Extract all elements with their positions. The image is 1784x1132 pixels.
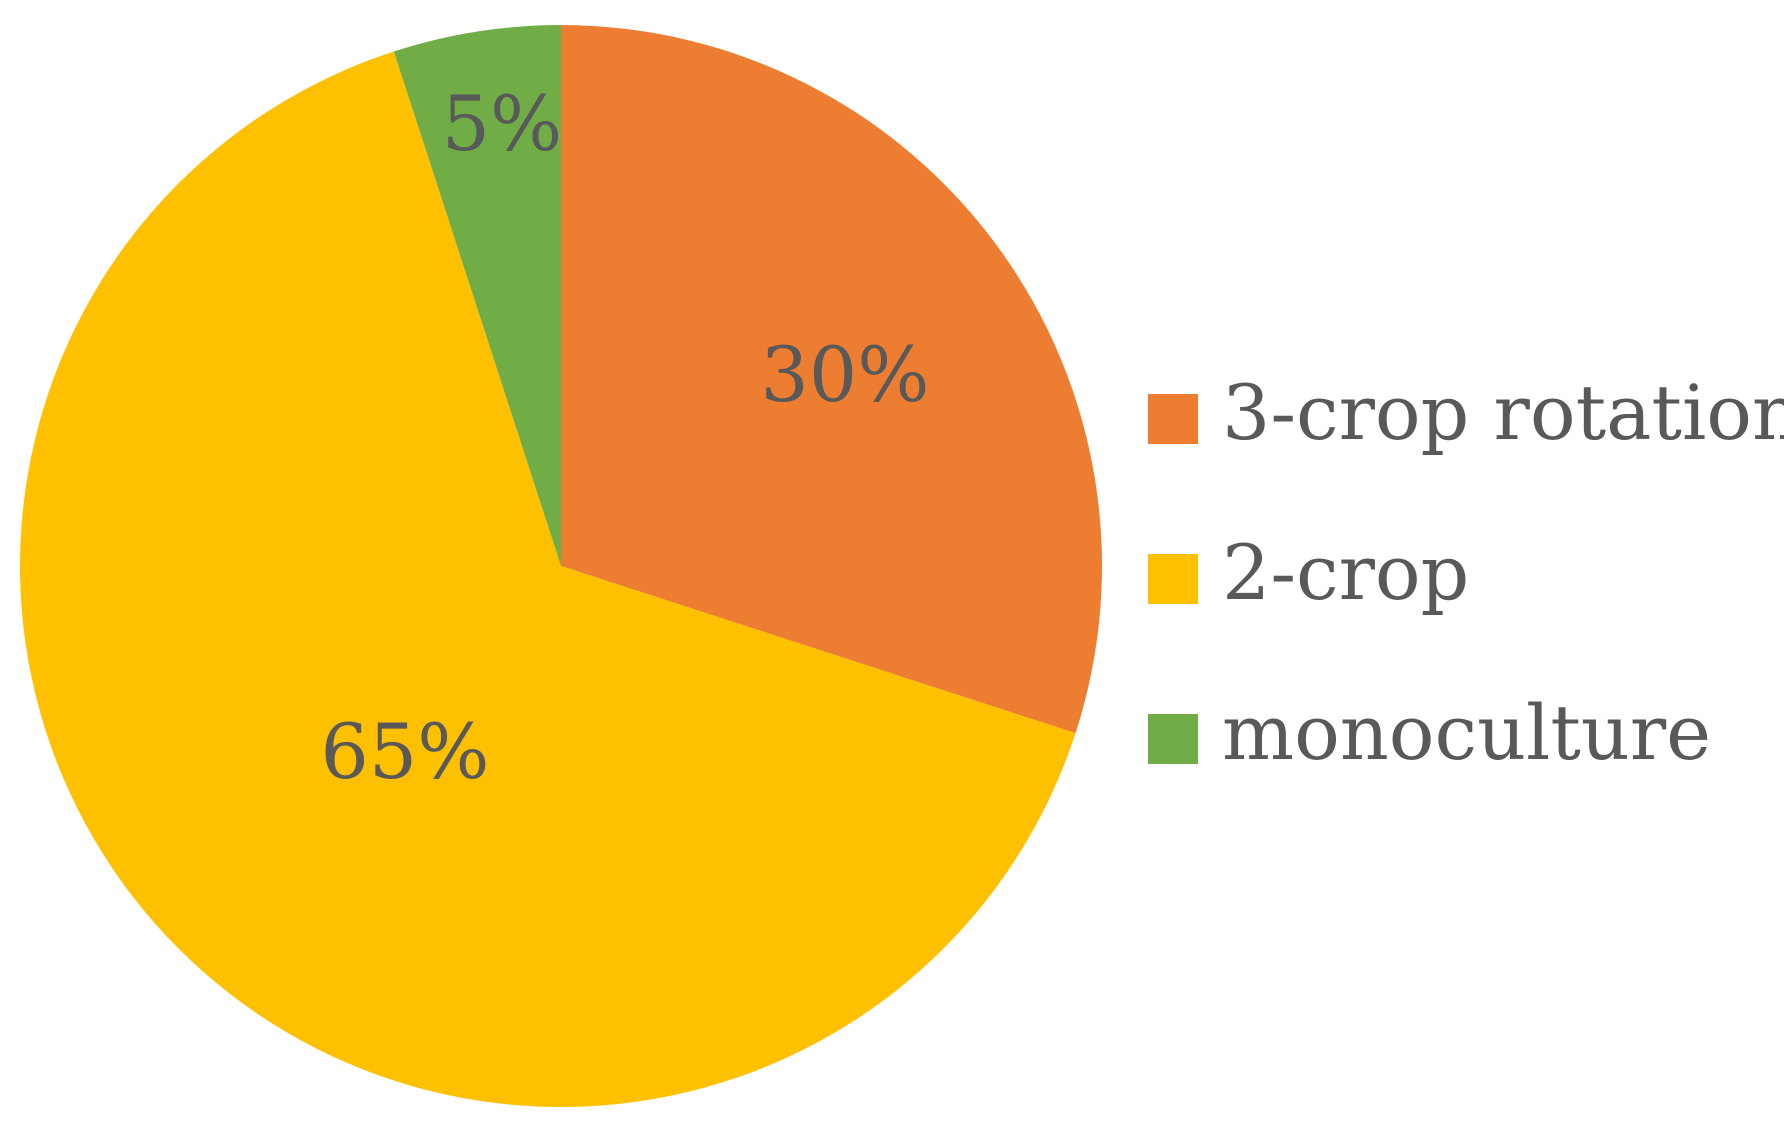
legend-item-2-crop: 2-crop xyxy=(1148,528,1469,617)
legend-item-3-crop-rotation: 3-crop rotation xyxy=(1148,368,1784,457)
pie-slice-3-crop-rotation xyxy=(561,25,1102,734)
data-label-monoculture: 5% xyxy=(442,79,563,168)
legend-swatch xyxy=(1148,394,1198,444)
legend-item-monoculture: monoculture xyxy=(1148,688,1711,777)
legend-swatch xyxy=(1148,714,1198,764)
pie-slice-2-crop xyxy=(20,51,1076,1107)
data-label-2-crop: 65% xyxy=(321,707,490,796)
legend-swatch xyxy=(1148,554,1198,604)
pie-slices xyxy=(20,25,1102,1107)
legend-label: monoculture xyxy=(1222,688,1711,777)
legend: 3-crop rotation 2-crop monoculture xyxy=(1148,368,1784,777)
pie-slice-monoculture xyxy=(393,25,561,566)
data-label-3-crop-rotation: 30% xyxy=(761,330,930,419)
pie-data-labels: 30% 65% 5% xyxy=(321,79,930,796)
legend-label: 3-crop rotation xyxy=(1222,368,1784,457)
legend-label: 2-crop xyxy=(1222,528,1469,617)
